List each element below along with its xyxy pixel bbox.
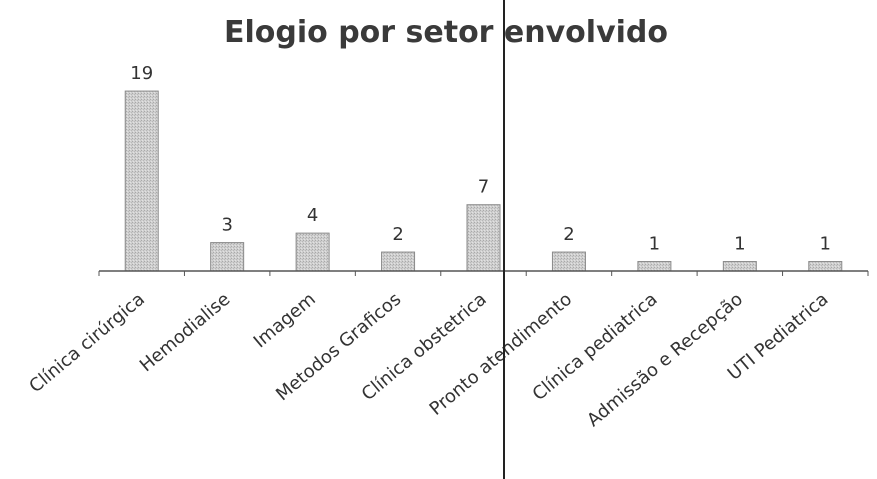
bar <box>466 204 501 272</box>
data-label: 19 <box>130 63 153 84</box>
bar <box>210 242 245 272</box>
data-label: 2 <box>392 224 403 245</box>
data-label: 4 <box>307 205 318 226</box>
bar <box>808 261 843 272</box>
bars-layer <box>124 90 843 272</box>
ticks-layer <box>98 271 869 276</box>
bar <box>551 251 586 272</box>
bar <box>295 232 330 272</box>
data-label: 7 <box>478 177 489 198</box>
data-label: 3 <box>221 215 232 236</box>
data-label: 2 <box>563 224 574 245</box>
data-label: 1 <box>820 234 831 255</box>
x-tick-label: Imagem <box>250 289 320 353</box>
x-tick-label: Clínica cirúrgica <box>25 289 149 398</box>
x-tick-label: Hemodialise <box>136 289 235 376</box>
x-tick-label: Pronto atendimento <box>426 289 577 420</box>
bar <box>381 251 416 272</box>
bar <box>637 261 672 272</box>
chart-title: Elogio por setor envolvido <box>224 15 668 50</box>
bar <box>124 90 159 272</box>
x-tick-label: Admissão e Recepção <box>583 289 747 431</box>
data-label: 1 <box>734 234 745 255</box>
bar <box>722 261 757 272</box>
data-label: 1 <box>649 234 660 255</box>
